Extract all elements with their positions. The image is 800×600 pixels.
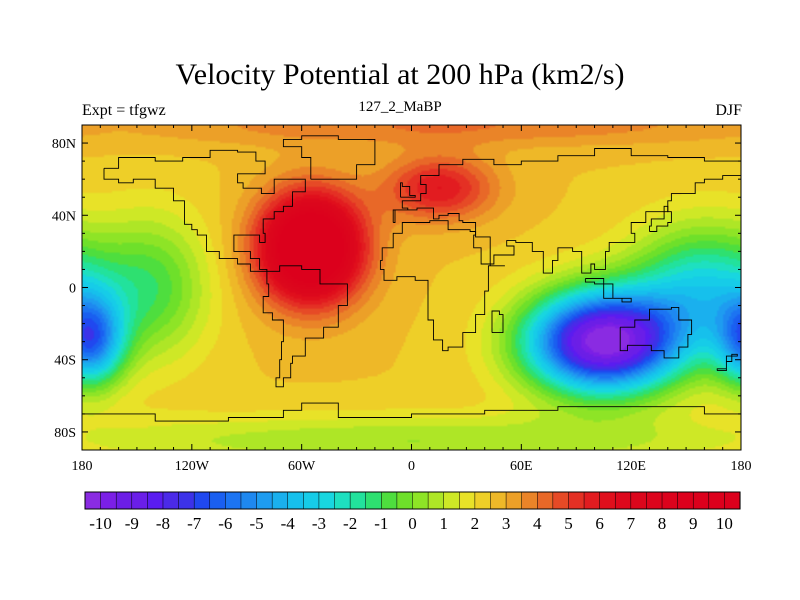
colorbar-swatch (630, 491, 647, 510)
colorbar-label: 1 (439, 514, 448, 533)
colorbar-label: 8 (658, 514, 667, 533)
y-tick-label: 80N (52, 137, 76, 152)
y-tick-label: 40N (52, 209, 76, 224)
colorbar-swatch (427, 491, 445, 510)
colorbar-swatch (692, 491, 710, 510)
colorbar-swatch (505, 491, 523, 510)
colorbar-label: 3 (502, 514, 511, 533)
colorbar-swatch (256, 491, 273, 510)
colorbar-label: -6 (218, 514, 232, 533)
colorbar-label: 4 (533, 514, 542, 533)
velocity-potential-field (82, 125, 741, 450)
coastline-japan (649, 205, 672, 232)
colorbar-label: -4 (281, 514, 296, 533)
colorbar-swatch (443, 491, 460, 510)
colorbar-label: -1 (374, 514, 388, 533)
colorbar-swatch (318, 491, 336, 510)
colorbar-swatch (724, 491, 741, 510)
colorbar-label: -5 (249, 514, 263, 533)
colorbar-swatch (381, 491, 398, 510)
colorbar-swatch (115, 491, 133, 510)
colorbar-swatch (193, 491, 211, 510)
coastline-indonesia (584, 278, 632, 303)
colorbar-swatch (614, 491, 632, 510)
colorbar-swatch (521, 491, 538, 510)
colorbar-label: -8 (156, 514, 170, 533)
season-label: DJF (715, 102, 742, 119)
coastline-europe-asia (392, 148, 742, 274)
colorbar-label: 10 (716, 514, 733, 533)
coastline-new-zealand (716, 353, 738, 372)
colorbar-swatch (209, 491, 226, 510)
colorbar-swatch (334, 491, 351, 510)
colorbar-label: 2 (471, 514, 480, 533)
colorbar-label: -2 (343, 514, 357, 533)
colorbar-swatch (583, 491, 601, 510)
colorbar-swatch (349, 491, 367, 510)
colorbar-swatch (303, 491, 320, 510)
x-tick-label: 180 (731, 459, 752, 474)
colorbar-swatch (365, 491, 382, 510)
colorbar-swatch (412, 491, 429, 510)
coastline-south-america (262, 265, 348, 388)
colorbar-label: 7 (627, 514, 636, 533)
colorbar-label: 0 (408, 514, 417, 533)
x-tick-label: 180 (72, 459, 93, 474)
colorbar-swatch (552, 491, 570, 510)
colorbar-swatch (225, 491, 242, 510)
x-tick-label: 0 (408, 459, 415, 474)
coastline-antarctica (82, 402, 742, 422)
colorbar-swatch (147, 491, 164, 510)
map-plot-area (81, 124, 742, 451)
map-axes: 180 120W 60W 0 60E 120E 180 80N 40N 0 40S 80S (52, 124, 752, 474)
coastlines (82, 135, 742, 422)
colorbar-label: -10 (89, 514, 112, 533)
colorbar-swatch (271, 491, 289, 510)
x-tick-label: 120E (616, 459, 646, 474)
colorbar-swatch (396, 491, 414, 510)
colorbar-swatch (178, 491, 195, 510)
y-tick-label: 0 (69, 282, 76, 297)
colorbar-label: -9 (125, 514, 139, 533)
colorbar-swatch (661, 491, 679, 510)
colorbar-swatch (708, 491, 725, 510)
colorbar-frame (84, 491, 741, 510)
colorbar-swatch (474, 491, 492, 510)
colorbar-swatch (490, 491, 507, 510)
colorbar-swatch (568, 491, 585, 510)
colorbar-swatch (646, 491, 663, 510)
colorbar-label: 9 (689, 514, 698, 533)
coastline-australia (619, 306, 693, 359)
colorbar-label: 5 (564, 514, 573, 533)
coastline-north-america (103, 149, 306, 272)
coastline-uk (400, 182, 416, 198)
experiment-label: Expt = tfgwz (82, 102, 166, 119)
x-tick-label: 60W (288, 459, 316, 474)
colorbar-swatch (599, 491, 616, 510)
colorbar-swatch (162, 491, 180, 510)
colorbar-swatch (100, 491, 117, 510)
y-tick-label: 80S (54, 426, 76, 441)
colorbar-swatch (287, 491, 304, 510)
colorbar-swatch (537, 491, 554, 510)
colorbar-swatch (131, 491, 148, 510)
colorbar-label: -3 (312, 514, 326, 533)
coastline-greenland (282, 135, 376, 180)
colorbar: -10 -9 -8 -7 -6 -5 -4 -3 -2 -1 0 1 2 3 4 5 6 7 8 9 10 (84, 491, 741, 533)
chart-title: Velocity Potential at 200 hPa (km2/s) (175, 58, 625, 91)
colorbar-label: 6 (595, 514, 604, 533)
run-label: 127_2_MaBP (358, 99, 442, 115)
colorbar-swatch (84, 491, 102, 510)
x-tick-label: 120W (175, 459, 210, 474)
coastline-madagascar (491, 310, 504, 334)
y-tick-label: 40S (54, 354, 76, 369)
coastline-africa (379, 220, 505, 352)
colorbar-swatch (240, 491, 258, 510)
colorbar-swatch (677, 491, 694, 510)
colorbar-label: -7 (187, 514, 202, 533)
x-tick-label: 60E (510, 459, 533, 474)
colorbar-swatch (459, 491, 476, 510)
